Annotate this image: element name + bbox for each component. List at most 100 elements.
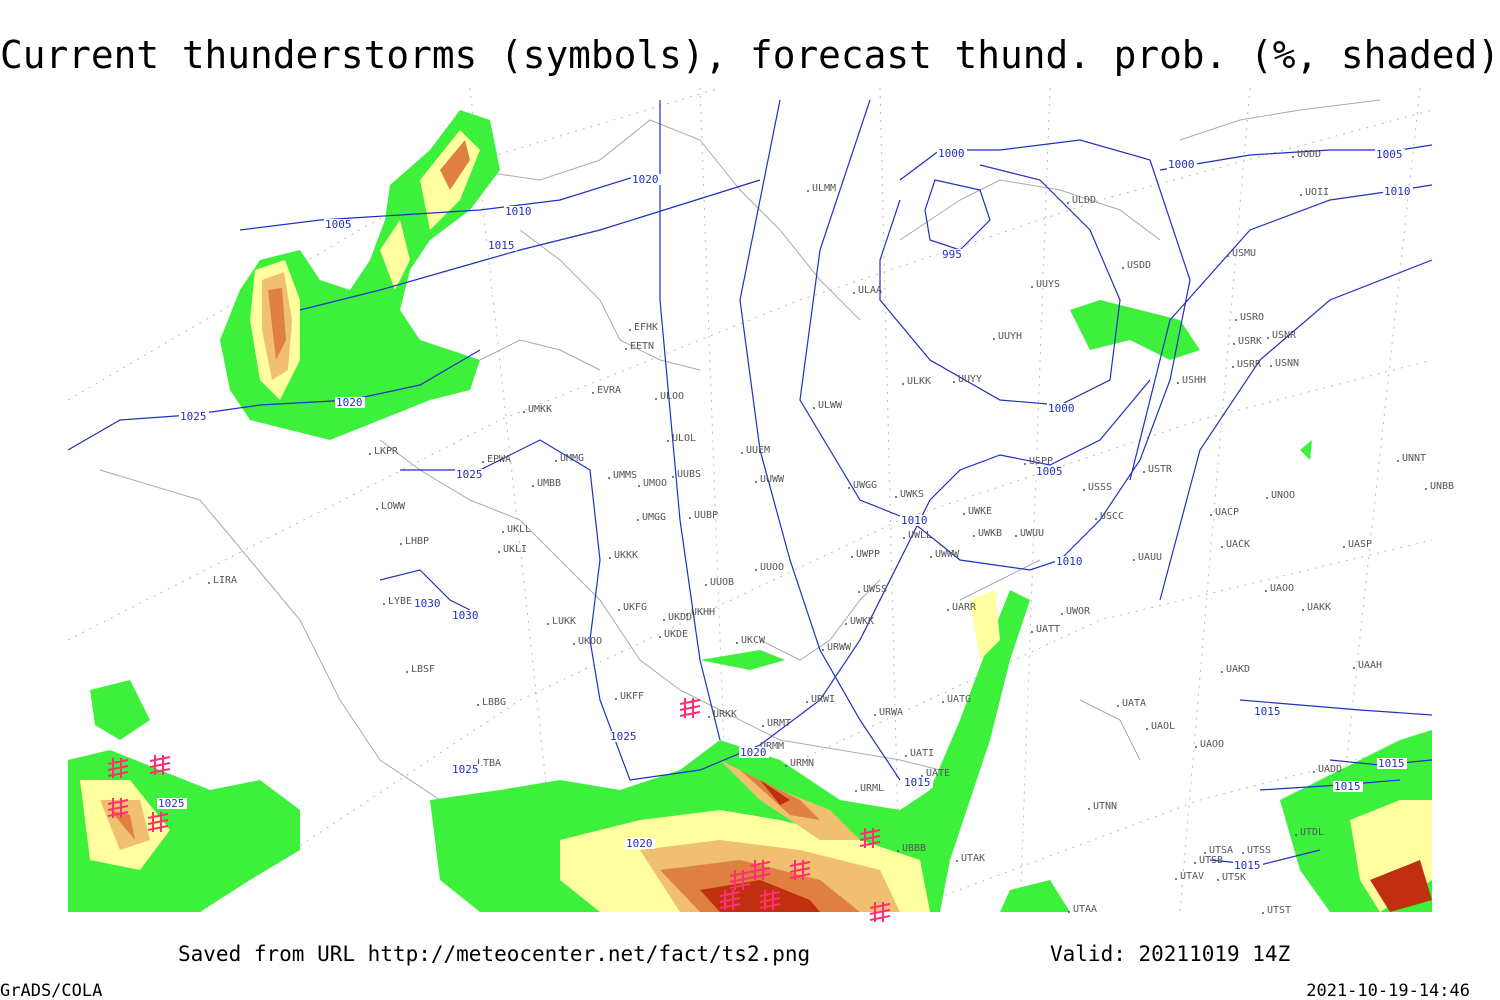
station-dot <box>400 543 402 545</box>
storm-symbol <box>149 755 171 775</box>
station-label: UKLI <box>503 544 527 555</box>
isobar-label: 1015 <box>488 239 515 252</box>
isobar-label: 1005 <box>1036 465 1063 478</box>
isobar-label-bg <box>487 240 517 251</box>
station-label: UMMS <box>613 470 637 481</box>
station-dot <box>1204 852 1206 854</box>
isobar-label-bg <box>179 411 209 422</box>
station-label: UOII <box>1305 187 1329 198</box>
isobar-label: 1005 <box>325 218 352 231</box>
station-label: UTNN <box>1093 801 1117 812</box>
isobar-label: 1010 <box>1056 555 1083 568</box>
station-dot <box>822 649 824 651</box>
station-dot <box>1313 771 1315 773</box>
station-label: USSS <box>1088 482 1112 493</box>
station-dot <box>1353 667 1355 669</box>
station-label: LTBA <box>477 758 501 769</box>
isobar-label: 1025 <box>610 730 637 743</box>
station-label: LIRA <box>213 575 237 586</box>
isobar-label-bg <box>609 731 639 742</box>
station-dot <box>406 671 408 673</box>
station-dot <box>903 537 905 539</box>
station-label: UKDE <box>664 629 688 640</box>
station-label: UACK <box>1226 539 1250 550</box>
station-label: UATG <box>947 694 971 705</box>
isobar-label: 1020 <box>626 837 653 850</box>
station-label: USPP <box>1029 456 1053 467</box>
station-label: UWSS <box>863 584 887 595</box>
station-dot <box>785 765 787 767</box>
isobar-label: 1025 <box>452 763 479 776</box>
station-label: UADD <box>1318 764 1342 775</box>
station-dot <box>638 485 640 487</box>
station-label: LKPR <box>374 446 399 457</box>
isobar-label: 1000 <box>938 147 965 160</box>
station-dot <box>1302 609 1304 611</box>
station-label: UTSB <box>1199 855 1223 866</box>
isobar-label: 1000 <box>1168 158 1195 171</box>
station-label: UTDL <box>1300 827 1324 838</box>
station-dot <box>1397 460 1399 462</box>
station-label: UMGG <box>642 512 666 523</box>
station-dot <box>547 623 549 625</box>
station-label: UKCW <box>741 635 766 646</box>
isobar-label-bg <box>413 598 443 609</box>
station-label: LHBP <box>405 536 429 547</box>
storm-symbol <box>107 798 129 818</box>
station-dot <box>845 623 847 625</box>
station-label: UBBB <box>902 843 926 854</box>
isobar-label: 1020 <box>336 396 363 409</box>
station-label: UUYS <box>1036 279 1060 290</box>
storm-symbol <box>107 758 129 778</box>
station-label: UTSA <box>1209 845 1233 856</box>
station-label: URMM <box>760 741 784 752</box>
storm-symbol <box>679 698 701 718</box>
isobar-label: 1030 <box>414 597 441 610</box>
station-label: URKK <box>713 709 737 720</box>
station-label: ULOO <box>660 391 684 402</box>
station-label: UTSS <box>1247 845 1271 856</box>
station-label: UAOO <box>1200 739 1224 750</box>
station-dot <box>1146 728 1148 730</box>
station-dot <box>1031 286 1033 288</box>
station-label: LOWW <box>381 501 406 512</box>
station-label: UTAK <box>961 853 985 864</box>
station-dot <box>369 453 371 455</box>
station-dot <box>1221 671 1223 673</box>
station-dot <box>736 642 738 644</box>
station-dot <box>1232 366 1234 368</box>
station-dot <box>806 701 808 703</box>
station-label: EETN <box>630 341 654 352</box>
isobar-label-bg <box>1167 159 1197 170</box>
isobar-label-bg <box>903 777 933 788</box>
station-dot <box>637 519 639 521</box>
station-dot <box>708 716 710 718</box>
station-label: UWOR <box>1066 606 1091 617</box>
station-dot <box>383 603 385 605</box>
station-label: LBSF <box>411 664 435 675</box>
station-dot <box>659 636 661 638</box>
storm-symbol <box>729 870 751 890</box>
station-dot <box>1177 382 1179 384</box>
station-dot <box>1221 546 1223 548</box>
station-label: UNNT <box>1402 453 1426 464</box>
isobar-label-bg <box>1253 706 1283 717</box>
isobar-label: 1015 <box>1234 859 1261 872</box>
station-dot <box>1088 808 1090 810</box>
station-dot <box>609 557 611 559</box>
station-dot <box>921 775 923 777</box>
isobar-label: 1015 <box>1378 757 1405 770</box>
station-label: UTSK <box>1222 872 1246 883</box>
station-dot <box>1031 631 1033 633</box>
station-label: UKKK <box>614 550 638 561</box>
isobar-label: 1010 <box>505 205 532 218</box>
station-label: ULWW <box>818 400 843 411</box>
station-dot <box>1210 514 1212 516</box>
station-label: USRK <box>1238 336 1262 347</box>
station-label: LBBG <box>482 697 506 708</box>
station-label: UODD <box>1297 149 1321 160</box>
station-label: UATA <box>1122 698 1146 709</box>
station-dot <box>942 701 944 703</box>
isobar-label-bg <box>625 838 655 849</box>
station-label: UAKK <box>1307 602 1331 613</box>
